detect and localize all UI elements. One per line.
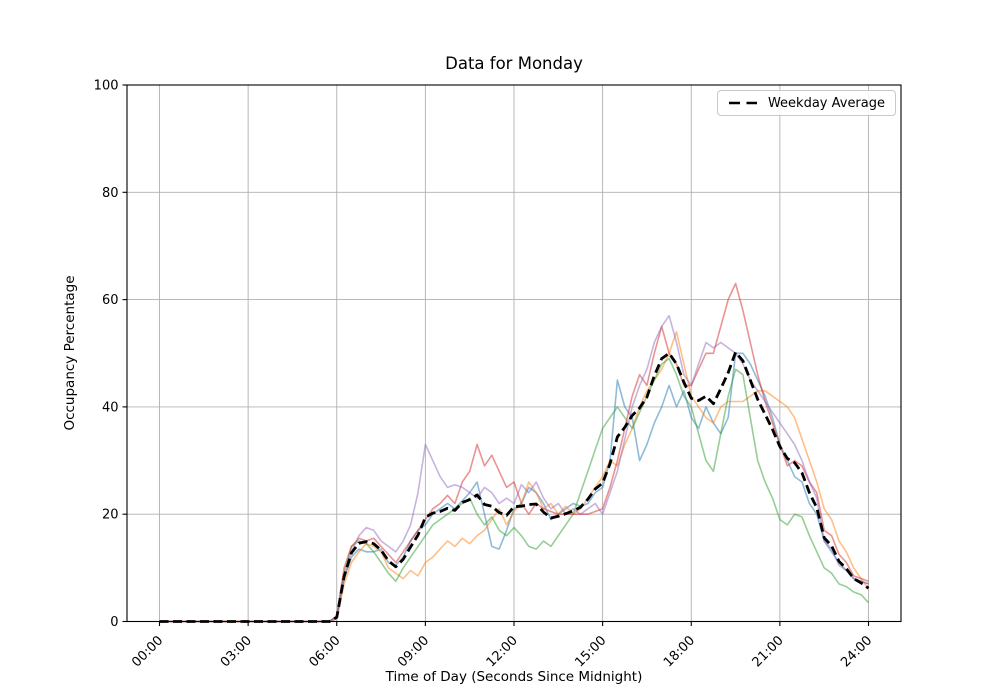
x-tick-label: 00:00: [129, 633, 166, 670]
y-tick-label: 20: [102, 508, 119, 523]
y-tick-label: 60: [102, 293, 119, 308]
x-tick-label: 15:00: [572, 633, 609, 670]
y-tick-label: 80: [102, 186, 119, 201]
series-weekday-average: [159, 350, 870, 623]
x-tick-label: 06:00: [306, 633, 343, 670]
legend: Weekday Average: [716, 90, 896, 116]
y-tick-label: 40: [102, 400, 119, 415]
x-tick-label: 24:00: [838, 633, 875, 670]
x-axis-label: Time of Day (Seconds Since Midnight): [385, 669, 643, 685]
x-tick-label: 18:00: [661, 633, 698, 670]
y-tick-label: 0: [110, 615, 118, 630]
legend-label: Weekday Average: [767, 95, 885, 111]
dashed-line-icon: [728, 101, 757, 105]
x-tick-label: 09:00: [395, 633, 432, 670]
y-tick-label: 100: [94, 79, 119, 94]
x-tick-label: 21:00: [750, 633, 787, 670]
chart-title: Data for Monday: [445, 54, 583, 73]
x-tick-label: 12:00: [484, 633, 521, 670]
x-tick-label: 03:00: [218, 633, 255, 670]
